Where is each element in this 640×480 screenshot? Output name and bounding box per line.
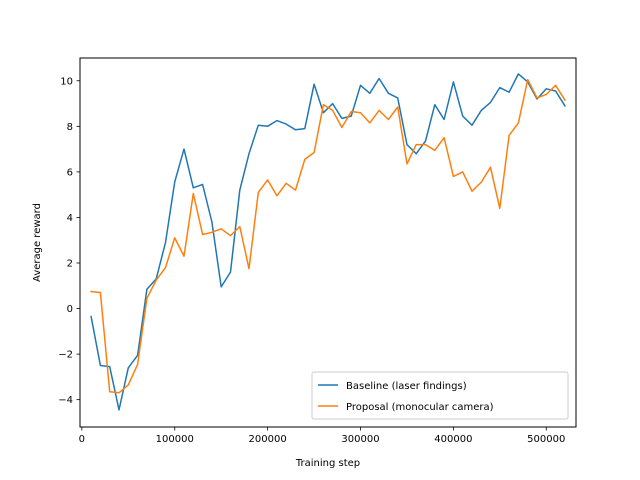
x-tick-label: 400000 xyxy=(434,434,472,445)
y-tick-label: 4 xyxy=(67,213,73,224)
plot-frame xyxy=(79,57,577,428)
x-tick-label: 500000 xyxy=(527,434,565,445)
y-axis-label: Average reward xyxy=(32,203,43,282)
x-axis-label: Training step xyxy=(295,458,360,469)
y-tick-label: 10 xyxy=(60,76,73,87)
series-layer xyxy=(90,73,566,411)
x-tick-label: 0 xyxy=(79,434,85,445)
legend-box xyxy=(311,371,569,420)
y-tick-label: 2 xyxy=(67,259,73,270)
y-tick-label: 6 xyxy=(67,167,73,178)
x-tick-label: 200000 xyxy=(249,434,287,445)
series-line-proposal xyxy=(90,78,566,394)
x-tick-label: 300000 xyxy=(341,434,379,445)
legend-label-baseline: Baseline (laser findings) xyxy=(346,381,467,392)
y-axis: −4 −2 0 2 4 6 8 10 xyxy=(58,76,80,406)
axes-box xyxy=(79,57,577,428)
legend-label-proposal: Proposal (monocular camera) xyxy=(346,402,494,413)
legend: Baseline (laser findings) Proposal (mono… xyxy=(311,371,569,420)
y-tick-label: 8 xyxy=(67,122,73,133)
series-line-baseline xyxy=(90,73,566,411)
y-tick-label: 0 xyxy=(67,304,73,315)
y-tick-label: −4 xyxy=(58,395,73,406)
x-axis: 0 100000 200000 300000 400000 500000 xyxy=(79,427,565,445)
y-tick-label: −2 xyxy=(58,350,73,361)
x-tick-label: 100000 xyxy=(156,434,194,445)
